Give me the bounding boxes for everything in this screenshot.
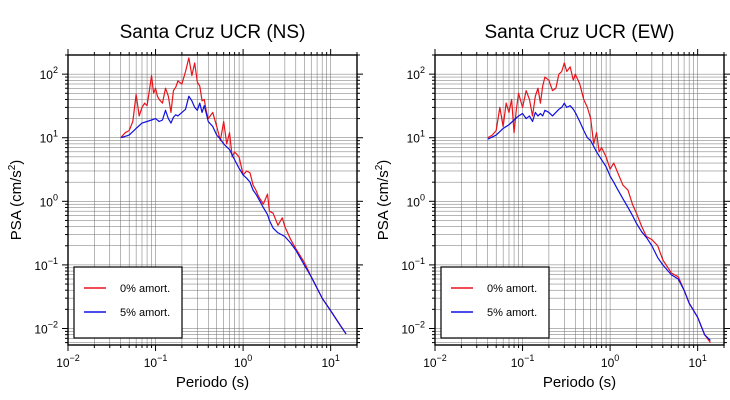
- y-tick-label: 102: [407, 65, 425, 82]
- legend-box: [440, 266, 550, 339]
- grid-lines: [67, 54, 358, 345]
- y-tick-label: 10−2: [34, 319, 58, 336]
- y-tick-label: 10−1: [34, 256, 58, 273]
- legend-box: [73, 266, 183, 339]
- series-line-undamped: [487, 62, 711, 343]
- y-tick-label: 100: [40, 192, 58, 209]
- legend-label: 0% amort.: [120, 283, 170, 295]
- chart-title: Santa Cruz UCR (NS): [120, 22, 306, 43]
- x-tick-label: 10−2: [423, 353, 447, 370]
- x-axis-label: Periodo (s): [176, 374, 249, 391]
- x-tick-label: 101: [321, 353, 339, 370]
- x-tick-label: 101: [688, 353, 706, 370]
- y-axis-label: PSA (cm/s2): [374, 160, 392, 241]
- legend: 0% amort. 5% amort.: [440, 266, 550, 339]
- y-tick-label: 100: [407, 192, 425, 209]
- axis-ticks: [62, 49, 363, 351]
- x-tick-label: 10−1: [511, 353, 535, 370]
- chart-title: Santa Cruz UCR (EW): [484, 22, 674, 43]
- y-tick-label: 10−2: [401, 319, 425, 336]
- legend: 0% amort. 5% amort.: [73, 266, 183, 339]
- legend-label: 0% amort.: [487, 283, 537, 295]
- series-line-damped: [487, 102, 711, 341]
- x-tick-label: 10−2: [56, 353, 80, 370]
- x-tick-label: 100: [234, 353, 252, 370]
- x-tick-label: 10−1: [144, 353, 168, 370]
- x-tick-label: 100: [601, 353, 619, 370]
- x-axis-label: Periodo (s): [543, 374, 616, 391]
- y-tick-label: 10−1: [401, 256, 425, 273]
- plot-frame: [434, 54, 725, 346]
- legend-label: 5% amort.: [487, 307, 537, 319]
- chart-panel-0: 10−2 10−1 100 101 10−2 10−1 100 101 102 Santa Cru…: [7, 22, 363, 391]
- y-tick-label: 102: [40, 65, 58, 82]
- legend-label: 5% amort.: [120, 307, 170, 319]
- y-axis-label: PSA (cm/s2): [7, 160, 25, 241]
- chart-panel-1: 10−2 10−1 100 101 10−2 10−1 100 101 102 Santa Cru…: [374, 22, 730, 391]
- y-tick-label: 101: [40, 129, 58, 146]
- plot-frame: [67, 54, 358, 346]
- series-line-damped: [120, 95, 347, 335]
- y-tick-label: 101: [407, 129, 425, 146]
- axis-ticks: [429, 49, 730, 351]
